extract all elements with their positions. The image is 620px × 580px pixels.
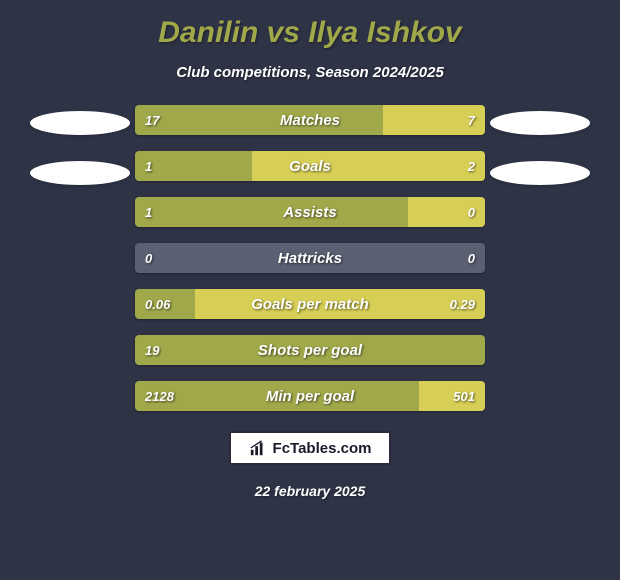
avatar-placeholder	[490, 111, 590, 135]
stat-bar: 19Shots per goal	[135, 335, 485, 365]
stat-bar: 0.060.29Goals per match	[135, 289, 485, 319]
stat-label: Matches	[135, 105, 485, 135]
stat-label: Shots per goal	[135, 335, 485, 365]
subtitle: Club competitions, Season 2024/2025	[176, 64, 444, 81]
right-avatar-col	[485, 105, 595, 211]
stat-bar: 2128501Min per goal	[135, 381, 485, 411]
footer: FcTables.com 22 february 2025	[229, 431, 392, 499]
stat-bar: 00Hattricks	[135, 243, 485, 273]
chart-icon	[249, 439, 267, 457]
stat-label: Min per goal	[135, 381, 485, 411]
comparison-card: Danilin vs Ilya Ishkov Club competitions…	[0, 0, 620, 580]
logo-text: FcTables.com	[273, 440, 372, 457]
stat-label: Goals per match	[135, 289, 485, 319]
avatar-placeholder	[30, 161, 130, 185]
stat-bar: 12Goals	[135, 151, 485, 181]
stat-label: Hattricks	[135, 243, 485, 273]
avatar-placeholder	[490, 161, 590, 185]
stat-bar: 177Matches	[135, 105, 485, 135]
stat-label: Goals	[135, 151, 485, 181]
stats-bars: 177Matches 12Goals 10Assists 00Hattricks 0.0…	[135, 105, 485, 411]
stat-bar: 10Assists	[135, 197, 485, 227]
logo-box[interactable]: FcTables.com	[229, 431, 392, 465]
left-avatar-col	[25, 105, 135, 211]
page-title: Danilin vs Ilya Ishkov	[158, 16, 461, 50]
content-row: 177Matches 12Goals 10Assists 00Hattricks 0.0…	[8, 105, 612, 411]
avatar-placeholder	[30, 111, 130, 135]
stat-label: Assists	[135, 197, 485, 227]
date: 22 february 2025	[255, 483, 366, 499]
